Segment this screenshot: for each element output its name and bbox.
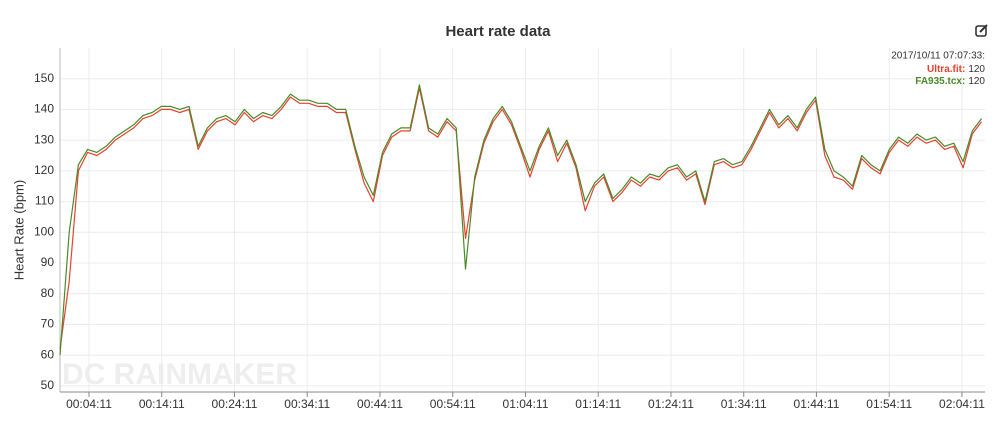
y-tick-label: 110 [35, 194, 54, 208]
x-tick-label: 01:04:11 [503, 397, 549, 411]
x-tick-label: 00:14:11 [139, 397, 185, 411]
tooltip-header: 2017/10/11 07:07:33: [891, 51, 985, 62]
edit-icon[interactable] [975, 24, 988, 37]
y-tick-label: 50 [41, 378, 55, 392]
x-tick-label: 01:24:11 [648, 397, 694, 411]
x-tick-label: 01:34:11 [721, 397, 767, 411]
x-tick-label: 01:54:11 [866, 397, 912, 411]
tooltip-label: FA935.tcx: [915, 76, 965, 87]
y-tick-label: 140 [34, 102, 54, 116]
x-tick-label: 00:04:11 [66, 397, 112, 411]
y-axis-label: Heart Rate (bpm) [11, 180, 26, 280]
line-series [59, 87, 982, 350]
y-tick-label: 60 [41, 347, 55, 361]
x-tick-label: 01:14:11 [575, 397, 621, 411]
y-tick-label: 90 [41, 255, 55, 269]
y-tick-label: 120 [34, 163, 54, 177]
tooltip-row: Ultra.fit: 120 [927, 64, 985, 75]
x-tick-label: 00:24:11 [212, 397, 258, 411]
tooltip-value: 120 [968, 76, 985, 87]
tooltip-label: Ultra.fit: [927, 64, 965, 75]
y-tick-label: 150 [34, 71, 54, 85]
tooltip-row: FA935.tcx: 120 [915, 76, 985, 87]
line-series [59, 84, 982, 356]
x-tick-label: 00:44:11 [357, 397, 403, 411]
y-tick-label: 130 [34, 132, 54, 146]
y-tick-label: 70 [41, 317, 55, 331]
x-tick-label: 01:44:11 [794, 397, 840, 411]
tooltip-value: 120 [968, 64, 985, 75]
x-tick-label: 02:04:11 [939, 397, 985, 411]
chart-title: Heart rate data [445, 23, 551, 40]
y-tick-label: 100 [34, 224, 54, 238]
x-tick-label: 00:54:11 [430, 397, 476, 411]
x-tick-label: 00:34:11 [284, 397, 330, 411]
y-tick-label: 80 [41, 286, 55, 300]
